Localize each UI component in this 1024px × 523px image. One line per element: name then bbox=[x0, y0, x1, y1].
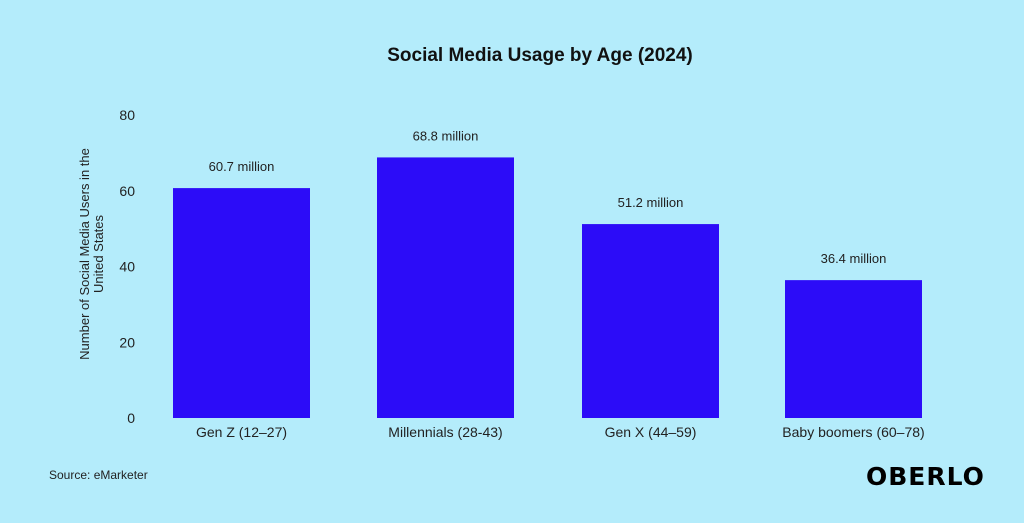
source-note: Source: eMarketer bbox=[49, 468, 148, 482]
bar-data-label: 36.4 million bbox=[821, 251, 887, 266]
bar-data-label: 51.2 million bbox=[618, 195, 684, 210]
bar bbox=[377, 157, 514, 419]
bar bbox=[785, 280, 922, 418]
bars bbox=[173, 157, 922, 419]
x-category-label: Gen X (44–59) bbox=[605, 424, 697, 440]
y-axis-ticks: 0 20 40 60 80 bbox=[119, 107, 135, 426]
bar bbox=[173, 188, 310, 418]
oberlo-logo[interactable]: OBERLO bbox=[866, 462, 985, 491]
y-tick-label: 60 bbox=[119, 183, 135, 199]
y-tick-label: 0 bbox=[127, 410, 135, 426]
data-labels: 60.7 million 68.8 million 51.2 million 36.4… bbox=[209, 128, 887, 266]
chart-title: Social Media Usage by Age (2024) bbox=[387, 45, 693, 66]
y-axis-title: Number of Social Media Users in the Unit… bbox=[77, 148, 106, 360]
bar-data-label: 60.7 million bbox=[209, 159, 275, 174]
x-category-label: Gen Z (12–27) bbox=[196, 424, 287, 440]
bar-data-label: 68.8 million bbox=[413, 128, 479, 143]
x-axis-labels: Gen Z (12–27) Millennials (28-43) Gen X (4… bbox=[196, 424, 925, 440]
x-category-label: Baby boomers (60–78) bbox=[782, 424, 924, 440]
x-category-label: Millennials (28-43) bbox=[388, 424, 502, 440]
y-tick-label: 20 bbox=[119, 334, 135, 350]
y-axis-title-line-1: Number of Social Media Users in the bbox=[77, 148, 92, 360]
bar bbox=[582, 224, 719, 418]
y-tick-label: 40 bbox=[119, 259, 135, 275]
y-tick-label: 80 bbox=[119, 107, 135, 123]
y-axis-title-line-2: United States bbox=[91, 214, 106, 293]
